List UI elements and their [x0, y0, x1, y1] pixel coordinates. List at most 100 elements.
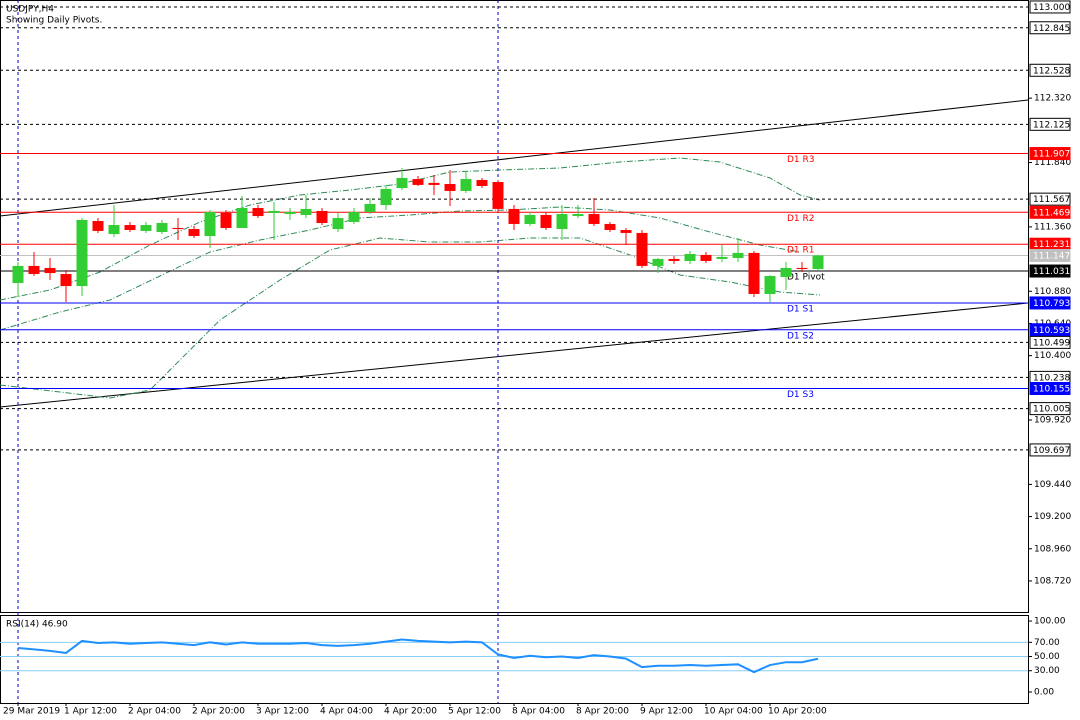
- x-tick-label: 1 Apr 12:00: [64, 707, 117, 717]
- level-label-box: [1029, 382, 1071, 396]
- candle-body: [588, 214, 600, 224]
- candle-body: [796, 267, 808, 270]
- candle-body: [60, 273, 72, 287]
- candle-body: [476, 179, 488, 187]
- x-tick-label: 2 Apr 20:00: [192, 707, 245, 717]
- rsi-y-tick-label: 30.00: [1034, 666, 1060, 676]
- x-tick-label: 8 Apr 20:00: [576, 707, 629, 717]
- candle-body: [236, 207, 248, 228]
- x-tick-label: 3 Apr 12:00: [256, 707, 309, 717]
- level-label-box: [1029, 296, 1071, 310]
- level-label: 110.593: [1033, 326, 1070, 336]
- level-label: 111.469: [1033, 208, 1070, 218]
- level-label: 111.907: [1033, 150, 1070, 160]
- rsi-title: RSI(14) 46.90: [6, 620, 68, 630]
- x-tick-label: 29 Mar 2019: [3, 707, 60, 717]
- candle-body: [396, 177, 408, 189]
- y-tick-label: 109.920: [1034, 416, 1071, 426]
- candle-body: [124, 225, 136, 230]
- candle-body: [220, 212, 232, 228]
- level-label: 112.528: [1033, 66, 1070, 76]
- x-tick-label: 10 Apr 04:00: [704, 707, 763, 717]
- candle-body: [252, 207, 264, 217]
- candle-body: [620, 229, 632, 233]
- level-label: 111.147: [1033, 251, 1070, 261]
- level-label: 111.231: [1033, 240, 1070, 250]
- candle-body: [444, 183, 456, 191]
- candle-body: [28, 265, 40, 274]
- level-label: 110.793: [1033, 299, 1070, 309]
- trend-line: [0, 99, 1029, 217]
- envelope-lower: [0, 237, 821, 399]
- envelope-upper: [0, 157, 821, 301]
- x-tick-label: 4 Apr 20:00: [384, 707, 437, 717]
- candle-body: [428, 182, 440, 185]
- level-label-box: [1029, 117, 1071, 131]
- candle-body: [412, 179, 424, 185]
- level-label-box: [1029, 21, 1071, 35]
- y-tick-label: 112.320: [1034, 94, 1071, 104]
- candle-body: [812, 255, 824, 270]
- pivot-name: D1 S2: [787, 331, 814, 341]
- x-tick-label: 9 Apr 12:00: [640, 707, 693, 717]
- chart-subtitle: Showing Daily Pivots.: [6, 16, 102, 26]
- pivot-name: D1 R3: [787, 155, 815, 165]
- level-label: 110.005: [1033, 405, 1070, 415]
- candle-body: [156, 223, 168, 233]
- candle-body: [204, 212, 216, 237]
- x-tick-label: 2 Apr 04:00: [128, 707, 181, 717]
- candle-body: [348, 212, 360, 222]
- candle-body: [508, 208, 520, 224]
- candle-body: [140, 225, 152, 231]
- y-tick-label: 110.880: [1034, 287, 1071, 297]
- level-label-box: [1029, 402, 1071, 416]
- main-frame: [0, 0, 1029, 613]
- candle-body: [492, 181, 504, 209]
- level-label-box: [1029, 192, 1071, 206]
- level-label-box: [1029, 0, 1071, 14]
- candle-body: [668, 258, 680, 261]
- candle-body: [556, 214, 568, 230]
- pivot-name: D1 R1: [787, 246, 815, 256]
- level-label-box: [1029, 264, 1071, 278]
- candle-body: [572, 214, 584, 217]
- rsi-y-tick-label: 50.00: [1034, 652, 1060, 662]
- rsi-line: [17, 638, 819, 674]
- pivot-name: D1 S1: [787, 304, 814, 314]
- candle-body: [684, 253, 696, 261]
- candle-body: [12, 265, 24, 283]
- y-tick-label: 109.200: [1034, 512, 1071, 522]
- pivot-name: D1 Pivot: [787, 273, 825, 283]
- pivot-name: D1 R2: [787, 214, 815, 224]
- candle-body: [380, 188, 392, 206]
- candle-body: [524, 214, 536, 224]
- rsi-y-tick-label: 100.00: [1034, 617, 1066, 627]
- candle-body: [748, 252, 760, 294]
- y-tick-label: 111.840: [1034, 158, 1071, 168]
- x-tick-label: 5 Apr 12:00: [448, 707, 501, 717]
- y-tick-label: 111.360: [1034, 222, 1071, 232]
- x-tick-label: 4 Apr 04:00: [320, 707, 373, 717]
- candle-body: [76, 219, 88, 287]
- level-label-box: [1029, 63, 1071, 77]
- candle-body: [732, 252, 744, 259]
- candle-body: [764, 275, 776, 294]
- chart-title: USDJPY,H4: [6, 5, 54, 15]
- level-label: 112.845: [1033, 24, 1070, 34]
- pivot-name: D1 S3: [787, 390, 814, 400]
- rsi-y-tick-label: 0.00: [1034, 688, 1054, 698]
- level-label: 111.031: [1033, 267, 1070, 277]
- candle-body: [268, 210, 280, 213]
- rsi-y-tick-label: 70.00: [1034, 638, 1060, 648]
- candle-body: [780, 267, 792, 277]
- x-tick-label: 10 Apr 20:00: [768, 707, 827, 717]
- level-label: 110.499: [1033, 338, 1070, 348]
- x-tick-label: 8 Apr 04:00: [512, 707, 565, 717]
- candle-body: [636, 232, 648, 266]
- y-tick-label: 110.400: [1034, 351, 1071, 361]
- candle-body: [540, 214, 552, 228]
- level-label-box: [1029, 443, 1071, 457]
